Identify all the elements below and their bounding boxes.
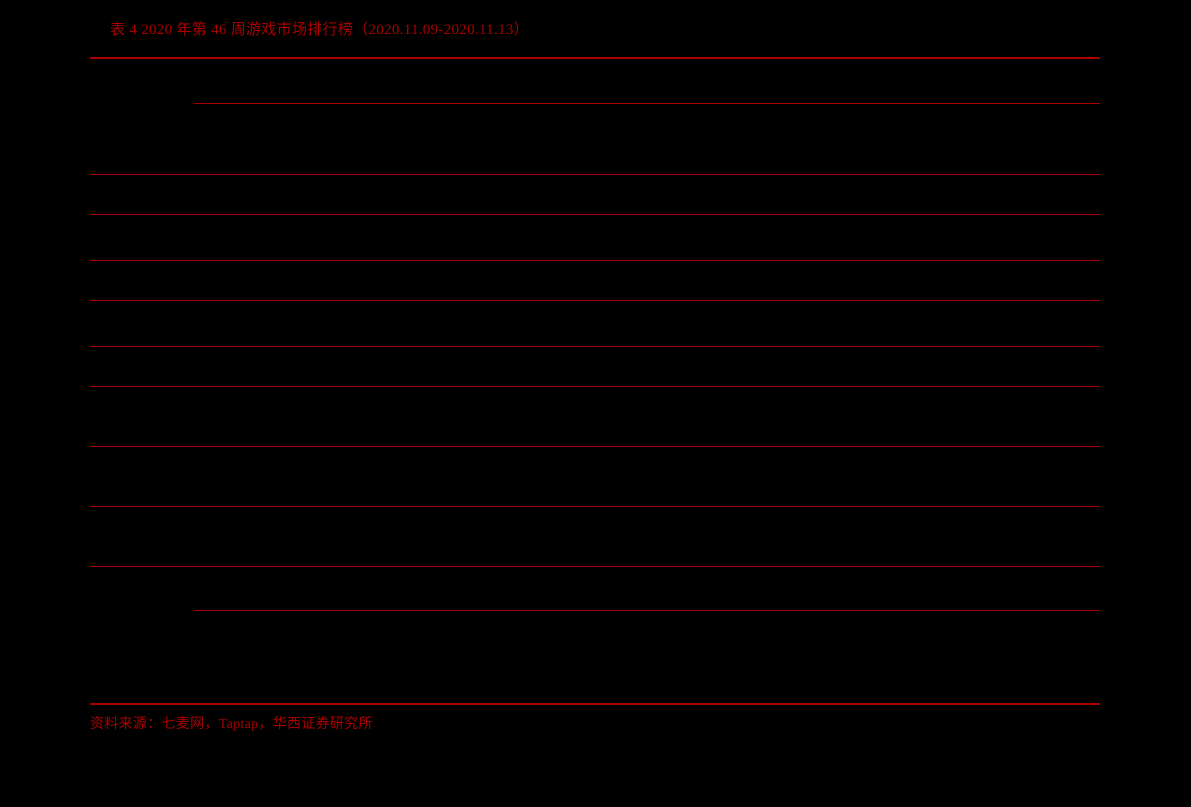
header-inner-border — [194, 103, 1100, 104]
table-row — [90, 215, 1100, 261]
table-row — [90, 387, 1100, 447]
inner-row-border — [194, 567, 1100, 611]
table-row — [90, 129, 1100, 175]
table-bottom-region — [90, 611, 1100, 705]
table-row — [90, 301, 1100, 347]
table-row-segment — [90, 567, 1100, 611]
header-sub-spacer — [194, 59, 1100, 103]
table-title: 表 4 2020 年第 46 周游戏市场排行榜（2020.11.09-2020.… — [0, 18, 1191, 39]
table-row — [90, 347, 1100, 387]
table-source: 资料来源：七麦网，Taptap，华西证券研究所 — [0, 713, 1191, 733]
table-header-region — [90, 59, 1100, 129]
table-row — [90, 261, 1100, 301]
table-row — [90, 447, 1100, 507]
table-row — [90, 175, 1100, 215]
table-row — [90, 507, 1100, 567]
ranking-table — [90, 57, 1100, 705]
